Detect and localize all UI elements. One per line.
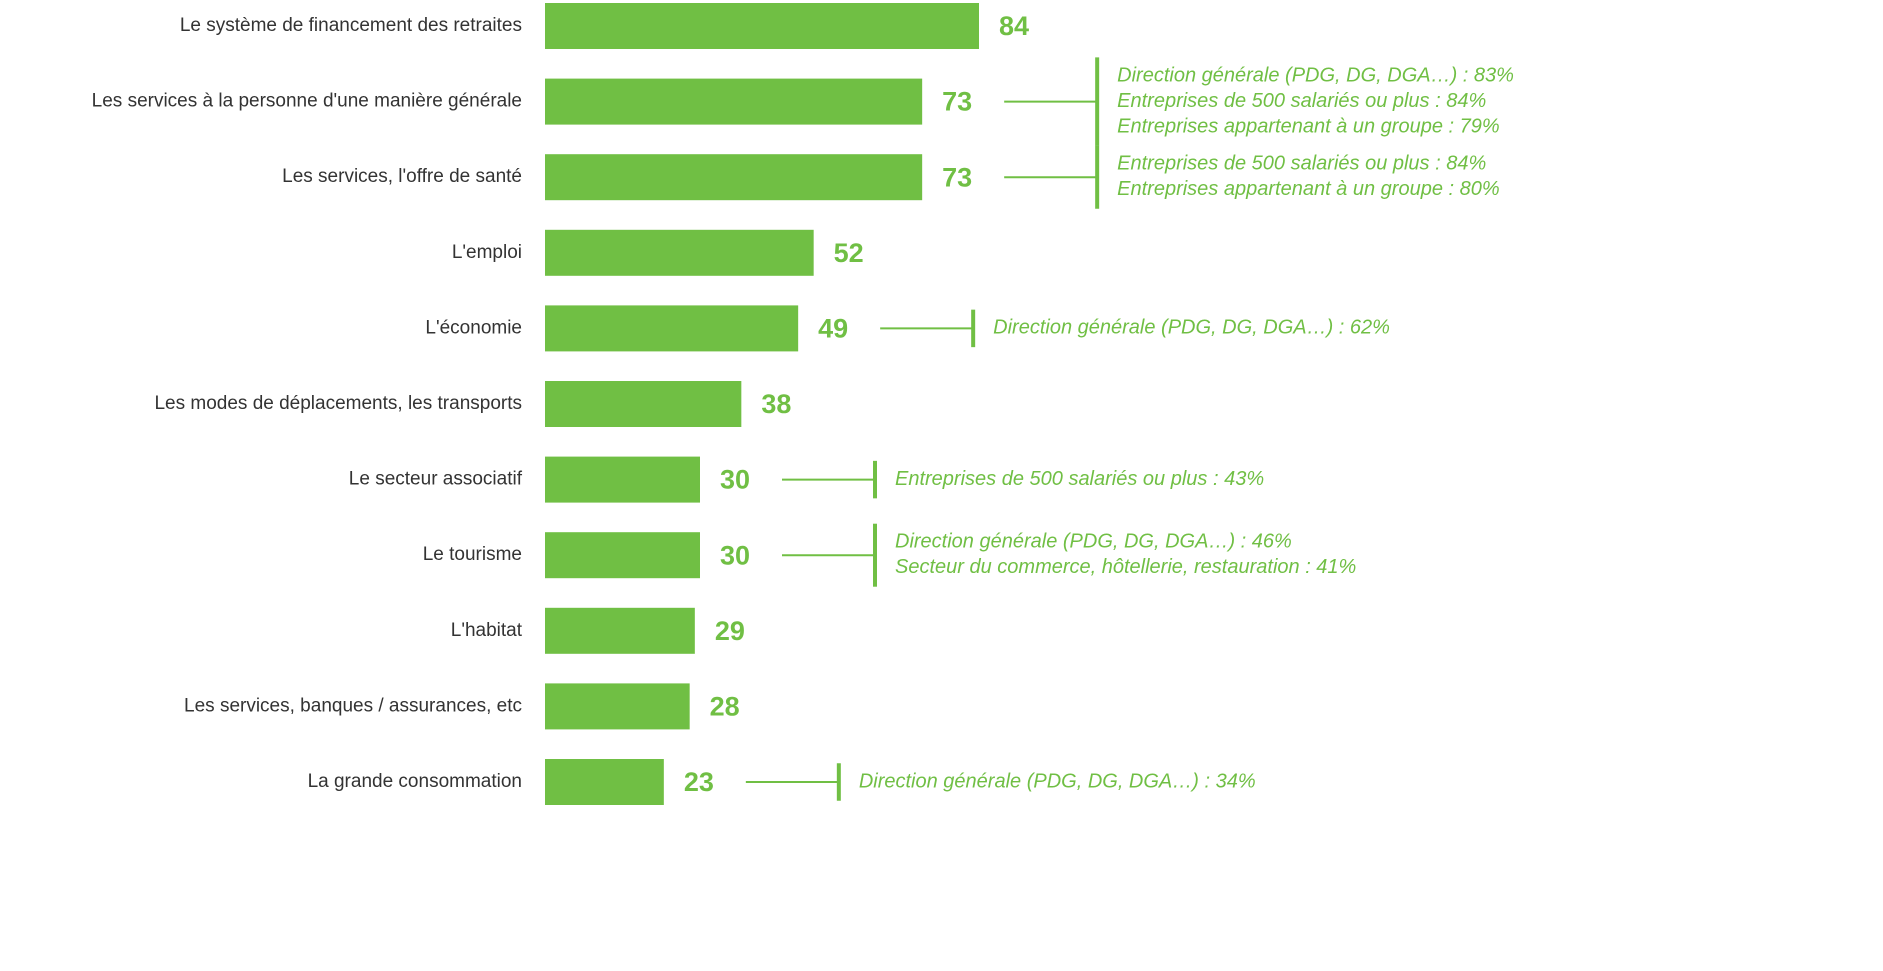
bar	[545, 532, 700, 579]
value-label: 23	[684, 767, 714, 797]
category-label: La grande consommation	[308, 771, 522, 792]
value-label: 29	[715, 616, 745, 646]
annotation: Entreprises de 500 salariés ou plus : 43…	[895, 468, 1264, 490]
category-label: L'emploi	[452, 242, 522, 263]
annotation: Direction générale (PDG, DG, DGA…) : 83%	[1117, 64, 1514, 86]
bar	[545, 305, 799, 352]
annotation: Entreprises appartenant à un groupe : 79…	[1117, 115, 1499, 137]
annotation: Direction générale (PDG, DG, DGA…) : 34%	[859, 770, 1256, 792]
value-label: 73	[942, 87, 972, 117]
bar	[545, 154, 923, 201]
value-label: 30	[720, 465, 750, 495]
category-label: Les services, banques / assurances, etc	[184, 695, 522, 716]
category-label: Les modes de déplacements, les transport…	[154, 393, 522, 414]
bar	[545, 381, 742, 427]
category-label: Le secteur associatif	[349, 469, 523, 490]
value-label: 52	[834, 238, 864, 268]
annotation: Entreprises appartenant à un groupe : 80…	[1117, 178, 1499, 200]
value-label: 38	[761, 389, 791, 419]
bar	[545, 456, 700, 503]
annotation: Direction générale (PDG, DG, DGA…) : 46%	[895, 531, 1292, 553]
bar	[545, 229, 814, 276]
value-label: 84	[999, 11, 1029, 41]
bar	[545, 607, 695, 654]
value-label: 49	[818, 314, 848, 344]
bar	[545, 683, 690, 730]
value-label: 30	[720, 540, 750, 570]
category-label: Le tourisme	[423, 544, 522, 565]
bar	[545, 3, 979, 49]
annotation: Direction générale (PDG, DG, DGA…) : 62%	[993, 317, 1390, 339]
category-label: L'habitat	[451, 620, 523, 641]
category-label: L'économie	[425, 317, 522, 338]
annotation: Entreprises de 500 salariés ou plus : 84…	[1117, 153, 1486, 175]
category-label: Les services à la personne d'une manière…	[92, 91, 522, 112]
category-label: Les services, l'offre de santé	[282, 166, 522, 187]
category-label: Le système de financement des retraites	[180, 15, 522, 36]
annotation: Secteur du commerce, hôtellerie, restaur…	[895, 556, 1356, 578]
bar	[545, 78, 923, 125]
value-label: 73	[942, 162, 972, 192]
value-label: 28	[710, 692, 740, 722]
annotation: Entreprises de 500 salariés ou plus : 84…	[1117, 90, 1486, 112]
bar	[545, 759, 664, 805]
